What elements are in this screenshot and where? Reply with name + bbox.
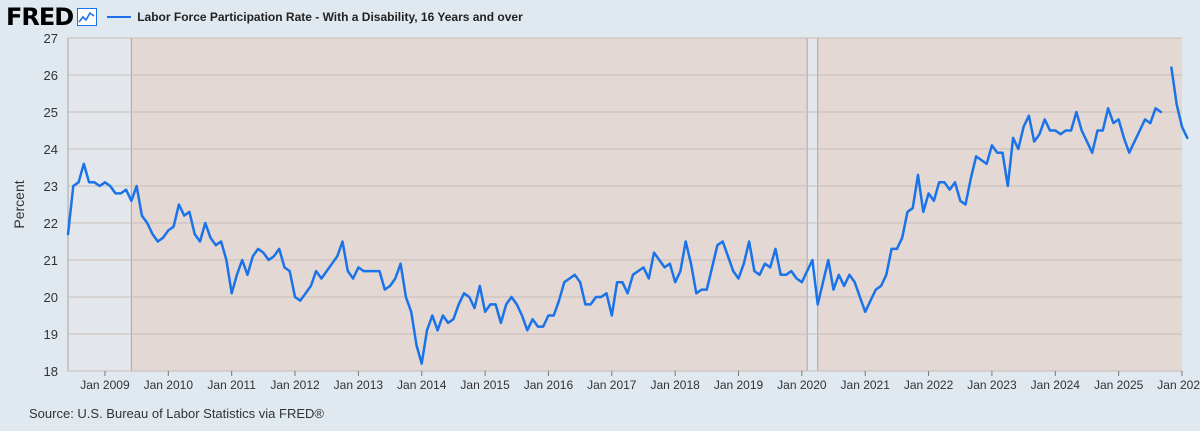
x-tick-label: Jan 2015 bbox=[460, 378, 510, 392]
x-tick-label: Jan 2014 bbox=[397, 378, 447, 392]
x-tick-label: Jan 2013 bbox=[334, 378, 384, 392]
x-tick-label: Jan 2010 bbox=[144, 378, 194, 392]
x-tick-label: Jan 2011 bbox=[207, 378, 256, 392]
plot-area bbox=[68, 38, 1182, 371]
legend-swatch bbox=[107, 16, 132, 18]
legend-series-label: Labor Force Participation Rate - With a … bbox=[137, 10, 523, 24]
y-tick-label: 18 bbox=[44, 364, 58, 379]
x-tick-label: Jan 2023 bbox=[967, 378, 1017, 392]
source-note: Source: U.S. Bureau of Labor Statistics … bbox=[29, 406, 324, 421]
y-tick-label: 27 bbox=[44, 31, 58, 46]
x-tick-label: Jan 2025 bbox=[1094, 378, 1144, 392]
line-chart-icon bbox=[77, 8, 98, 26]
series-line bbox=[1170, 66, 1189, 140]
x-tick-label: Jan 2017 bbox=[587, 378, 637, 392]
x-tick-label: Jan 2021 bbox=[841, 378, 891, 392]
chart-header: FRED Labor Force Participation Rate - Wi… bbox=[6, 4, 523, 30]
x-tick-label: Jan 2026 bbox=[1157, 378, 1200, 392]
series-line bbox=[66, 107, 1163, 365]
y-tick-label: 23 bbox=[44, 179, 58, 194]
y-tick-label: 26 bbox=[44, 68, 58, 83]
x-tick-label: Jan 2024 bbox=[1031, 378, 1081, 392]
x-tick-label: Jan 2019 bbox=[714, 378, 764, 392]
x-tick-label: Jan 2012 bbox=[270, 378, 320, 392]
y-tick-label: 21 bbox=[44, 253, 58, 268]
recession-shade bbox=[807, 38, 818, 371]
y-tick-label: 24 bbox=[44, 142, 58, 157]
y-tick-label: 22 bbox=[44, 216, 58, 231]
x-tick-label: Jan 2020 bbox=[777, 378, 827, 392]
x-tick-label: Jan 2022 bbox=[904, 378, 954, 392]
fred-logo: FRED bbox=[6, 3, 74, 31]
y-tick-label: 20 bbox=[44, 290, 58, 305]
y-axis-label: Percent bbox=[11, 180, 27, 228]
x-tick-label: Jan 2018 bbox=[650, 378, 700, 392]
recession-shade bbox=[68, 38, 132, 371]
y-tick-label: 19 bbox=[44, 327, 58, 342]
x-tick-label: Jan 2016 bbox=[524, 378, 574, 392]
line-chart: 18 19 20 21 22 23 24 25 26 27 Jan 2009 Jan 2010 Jan … bbox=[11, 31, 1200, 392]
x-tick-label: Jan 2009 bbox=[80, 378, 130, 392]
y-tick-label: 25 bbox=[44, 105, 58, 120]
